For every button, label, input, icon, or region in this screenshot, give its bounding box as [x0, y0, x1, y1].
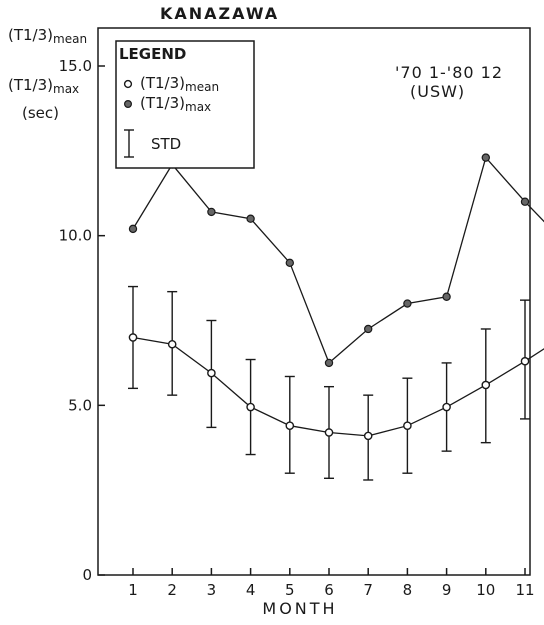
x-tick-label: 1 [128, 581, 138, 599]
max-point [481, 153, 490, 162]
y-tick-label: 0 [82, 566, 92, 584]
x-tick-label: 8 [403, 581, 413, 599]
mean-point [363, 431, 373, 441]
mean-point [128, 333, 138, 342]
mean-point [403, 421, 412, 430]
plot-frame [97, 27, 531, 576]
mean-point [442, 402, 451, 412]
x-tick-label: 5 [285, 581, 295, 599]
mean-point [285, 421, 295, 430]
mean-point [207, 368, 216, 378]
max-point [128, 224, 138, 234]
y-tick-label: 5.0 [68, 396, 92, 414]
x-tick-label: 9 [442, 581, 452, 599]
legend-box: LEGEND (T1/3)mean(T1/3)max STD [115, 40, 255, 169]
max-point [285, 258, 294, 268]
max-point [364, 324, 373, 334]
data-points [128, 153, 530, 441]
mean-point [481, 380, 491, 390]
max-point [442, 292, 451, 301]
x-tick-label: 6 [324, 581, 334, 599]
axes [97, 27, 531, 576]
mean-series-line [132, 336, 544, 437]
max-series-line [132, 156, 544, 365]
legend-mean-label: (T1/3)mean [140, 74, 219, 94]
series-lines [132, 156, 544, 437]
labels: 05.010.015.0123456789101112KANAZAWAMONTH… [8, 4, 535, 618]
x-tick-label: 2 [167, 581, 177, 599]
legend-mean-marker [123, 79, 133, 89]
y-axis-label-unit: (sec) [22, 104, 59, 122]
max-point [324, 358, 334, 368]
mean-point [324, 428, 334, 437]
mean-point [167, 339, 177, 349]
x-tick-label: 4 [246, 581, 256, 599]
y-tick-label: 10.0 [59, 227, 92, 245]
x-tick-label: 11 [515, 581, 534, 599]
dataset-annotation: (USW) [410, 82, 465, 101]
x-tick-label: 3 [207, 581, 217, 599]
y-axis-label-mean: (T1/3)mean [8, 26, 87, 46]
max-point [403, 299, 412, 308]
x-tick-label: 10 [476, 581, 495, 599]
max-point [207, 207, 216, 217]
mean-point [520, 356, 530, 366]
max-point [246, 214, 255, 223]
period-annotation: '70 1-'80 12 [395, 63, 503, 82]
y-axis-label-max: (T1/3)max [8, 76, 79, 96]
x-tick-label: 7 [363, 581, 373, 599]
legend-max-label: (T1/3)max [140, 94, 211, 114]
legend-std-label: STD [151, 135, 181, 153]
x-axis-label: MONTH [262, 599, 337, 618]
legend-frame [115, 40, 255, 169]
max-point [520, 197, 530, 206]
chart-title: KANAZAWA [160, 4, 279, 23]
std-bars [128, 285, 530, 481]
legend-max-marker [123, 99, 132, 108]
y-tick-label: 15.0 [59, 57, 92, 75]
legend-title: LEGEND [119, 45, 186, 63]
mean-point [246, 402, 255, 412]
